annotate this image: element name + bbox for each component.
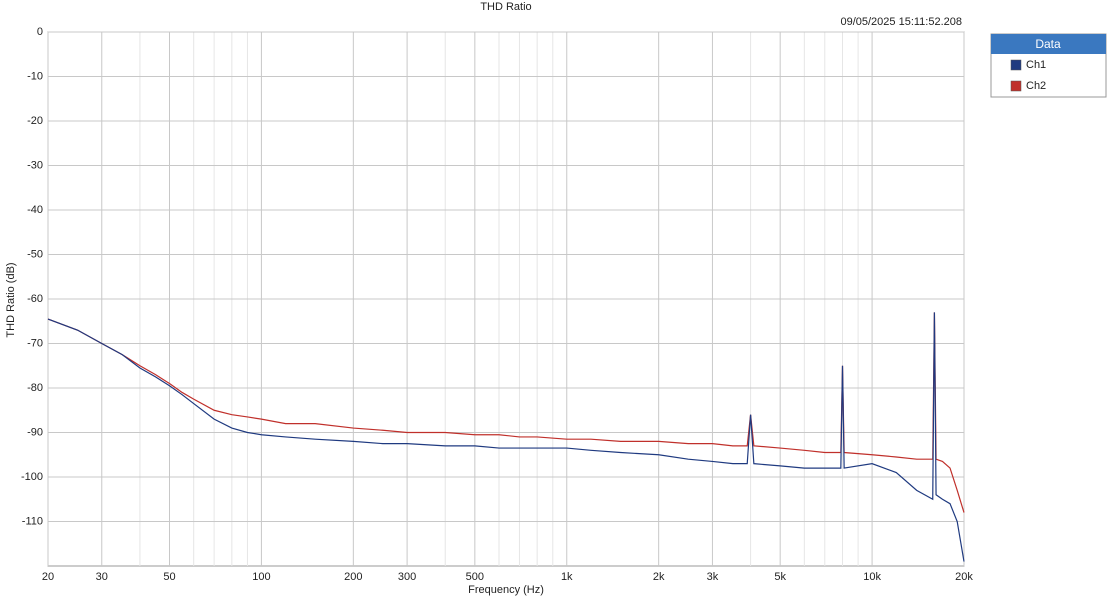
legend-label: Ch2 [1026,80,1046,92]
y-tick-label: -30 [27,159,43,171]
x-tick-label: 20 [42,571,54,583]
x-tick-label: 5k [774,571,786,583]
y-tick-label: -60 [27,293,43,305]
y-tick-label: -70 [27,337,43,349]
y-tick-label: -110 [22,515,43,527]
y-tick-label: -100 [21,471,43,483]
legend-title: Data [1035,37,1061,51]
x-tick-label: 3k [707,571,719,583]
data-line [47,312,965,513]
legend-swatch [1010,59,1022,71]
y-tick-label: -80 [27,382,43,394]
x-tick-label: 100 [252,571,270,583]
y-axis-label: THD Ratio (dB) [5,262,17,337]
x-tick-label: 1k [561,571,573,583]
y-tick-label: -20 [27,115,43,127]
y-tick-label: -90 [27,426,43,438]
x-tick-label: 30 [96,571,108,583]
x-tick-label: 20k [955,571,973,583]
y-tick-label: -50 [27,248,43,260]
x-tick-label: 2k [653,571,665,583]
legend: Data [990,33,1107,98]
chart-title: THD Ratio [480,1,531,13]
x-tick-label: 300 [398,571,416,583]
legend-label: Ch1 [1026,59,1046,71]
x-tick-label: 50 [163,571,175,583]
x-tick-label: 10k [863,571,881,583]
x-tick-label: 500 [466,571,484,583]
legend-swatch [1010,80,1022,92]
x-tick-label: 200 [344,571,362,583]
data-line [47,312,965,562]
y-tick-label: 0 [37,26,43,38]
y-tick-label: -40 [27,204,43,216]
timestamp: 09/05/2025 15:11:52.208 [840,16,962,28]
x-axis-label: Frequency (Hz) [468,584,544,596]
y-tick-label: -10 [27,70,43,82]
legend-header [991,34,1106,54]
